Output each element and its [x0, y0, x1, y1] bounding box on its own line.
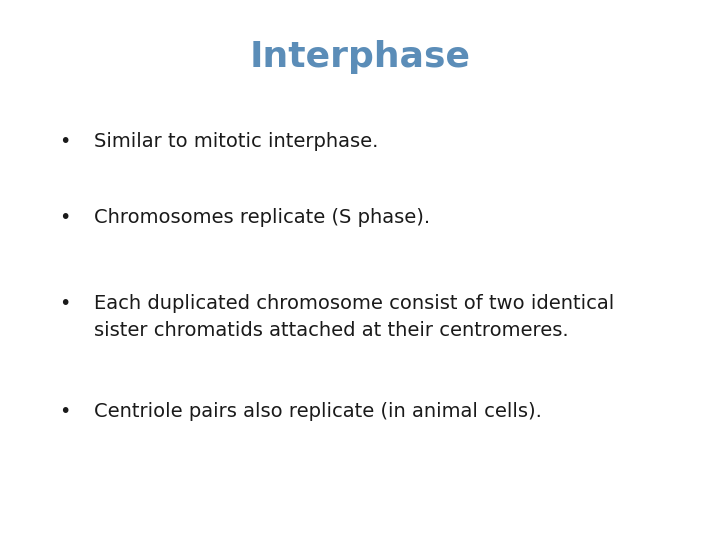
- Text: •: •: [59, 294, 71, 313]
- Text: Similar to mitotic interphase.: Similar to mitotic interphase.: [94, 132, 378, 151]
- Text: Chromosomes replicate (S phase).: Chromosomes replicate (S phase).: [94, 208, 430, 227]
- Text: Each duplicated chromosome consist of two identical
sister chromatids attached a: Each duplicated chromosome consist of tw…: [94, 294, 614, 340]
- Text: •: •: [59, 132, 71, 151]
- Text: Interphase: Interphase: [250, 40, 470, 73]
- Text: Centriole pairs also replicate (in animal cells).: Centriole pairs also replicate (in anima…: [94, 402, 541, 421]
- Text: •: •: [59, 208, 71, 227]
- Text: •: •: [59, 402, 71, 421]
